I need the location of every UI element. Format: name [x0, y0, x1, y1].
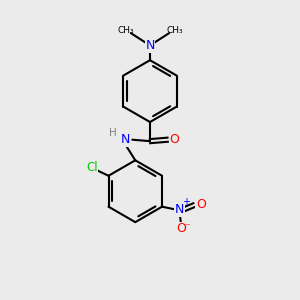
Text: O: O — [176, 222, 186, 235]
Text: N: N — [175, 203, 184, 216]
Text: +: + — [182, 197, 190, 207]
Text: CH₃: CH₃ — [117, 26, 134, 35]
Text: O: O — [169, 133, 179, 146]
Text: Cl: Cl — [86, 161, 98, 174]
Text: CH₃: CH₃ — [166, 26, 183, 35]
Text: N: N — [121, 133, 130, 146]
Text: O: O — [196, 198, 206, 211]
Text: ⁻: ⁻ — [185, 222, 191, 232]
Text: H: H — [109, 128, 116, 138]
Text: N: N — [145, 39, 155, 52]
